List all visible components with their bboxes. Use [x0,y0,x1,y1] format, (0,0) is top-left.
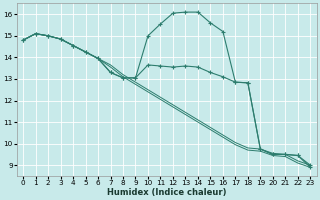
X-axis label: Humidex (Indice chaleur): Humidex (Indice chaleur) [107,188,227,197]
